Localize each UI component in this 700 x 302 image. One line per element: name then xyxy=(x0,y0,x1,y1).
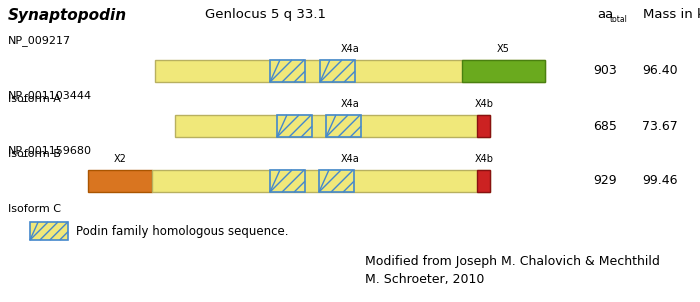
Text: Genlocus 5 q 33.1: Genlocus 5 q 33.1 xyxy=(205,8,326,21)
Text: total: total xyxy=(610,15,628,24)
Text: 96.40: 96.40 xyxy=(642,65,678,78)
Bar xyxy=(155,60,545,82)
Bar xyxy=(477,115,490,137)
Text: NP_001159680: NP_001159680 xyxy=(8,145,92,156)
Text: 929: 929 xyxy=(593,175,617,188)
Text: X2: X2 xyxy=(113,154,127,164)
Text: X5: X5 xyxy=(496,44,510,54)
Text: Modified from Joseph M. Chalovich & Mechthild
M. Schroeter, 2010: Modified from Joseph M. Chalovich & Mech… xyxy=(365,255,660,286)
Bar xyxy=(320,60,355,82)
Bar xyxy=(326,115,361,137)
Text: Isoform C: Isoform C xyxy=(8,204,61,214)
Bar xyxy=(462,60,545,82)
Bar xyxy=(88,170,152,192)
Text: Mass in kDa: Mass in kDa xyxy=(643,8,700,21)
Bar xyxy=(477,170,490,192)
Bar xyxy=(319,170,354,192)
Text: X4a: X4a xyxy=(341,154,359,164)
Bar xyxy=(30,222,68,240)
Text: NP_001103444: NP_001103444 xyxy=(8,90,92,101)
Text: aa: aa xyxy=(597,8,613,21)
Bar xyxy=(277,115,312,137)
Text: 685: 685 xyxy=(593,120,617,133)
Text: Synaptopodin: Synaptopodin xyxy=(8,8,127,23)
Bar xyxy=(270,60,305,82)
Text: 99.46: 99.46 xyxy=(643,175,678,188)
Bar xyxy=(152,170,490,192)
Text: 903: 903 xyxy=(593,65,617,78)
Text: X4a: X4a xyxy=(341,99,359,109)
Bar xyxy=(175,115,490,137)
Text: X4a: X4a xyxy=(341,44,359,54)
Text: Isoform B: Isoform B xyxy=(8,149,61,159)
Text: X4b: X4b xyxy=(475,99,493,109)
Text: 73.67: 73.67 xyxy=(642,120,678,133)
Text: X4b: X4b xyxy=(475,154,493,164)
Bar xyxy=(270,170,305,192)
Text: Isoform A: Isoform A xyxy=(8,94,61,104)
Text: Podin family homologous sequence.: Podin family homologous sequence. xyxy=(76,224,288,237)
Text: NP_009217: NP_009217 xyxy=(8,35,71,46)
